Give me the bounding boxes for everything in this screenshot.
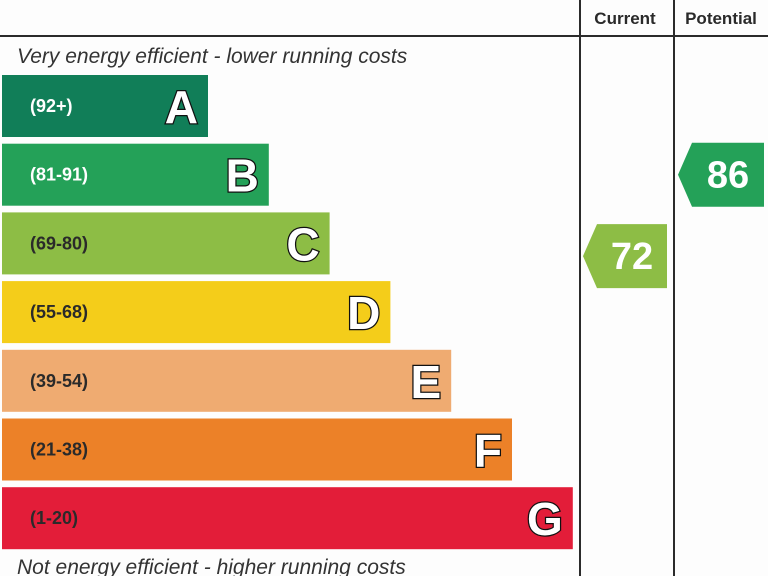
- band-a-letter: A: [165, 81, 198, 133]
- band-a-bar: [2, 75, 208, 137]
- bottom-caption: Not energy efficient - higher running co…: [17, 556, 406, 576]
- band-e-bar: [2, 349, 452, 412]
- band-g-letter: G: [527, 493, 563, 545]
- band-b-letter: B: [226, 150, 259, 202]
- band-f-letter: F: [474, 425, 502, 477]
- potential-column-header: Potential: [685, 9, 757, 28]
- top-caption: Very energy efficient - lower running co…: [17, 45, 408, 68]
- band-g-range: (1-20): [30, 508, 78, 528]
- current-column-header: Current: [594, 9, 656, 28]
- band-a-range: (92+): [30, 96, 73, 116]
- potential-score-arrow: [678, 142, 764, 207]
- current-score-value: 72: [611, 236, 653, 278]
- band-c-range: (69-80): [30, 233, 88, 253]
- band-b-bar: [2, 143, 269, 206]
- band-f-range: (21-38): [30, 440, 88, 460]
- band-c-bar: [2, 212, 330, 275]
- band-f-bar: [2, 418, 512, 481]
- potential-score-value: 86: [707, 155, 749, 197]
- band-c-letter: C: [286, 218, 319, 270]
- rating-bands: (92+) A (81-91) B (69-80) C (55-68) D (39-54) E (2…: [2, 75, 573, 550]
- band-d-range: (55-68): [30, 302, 88, 322]
- current-score-arrow: [583, 224, 667, 289]
- band-b-range: (81-91): [30, 165, 88, 185]
- band-g-bar: [2, 487, 573, 550]
- band-d-bar: [2, 281, 391, 344]
- band-d-letter: D: [347, 287, 380, 339]
- band-e-range: (39-54): [30, 371, 88, 391]
- band-e-letter: E: [411, 356, 442, 408]
- rating-scores: 72 86: [583, 142, 764, 289]
